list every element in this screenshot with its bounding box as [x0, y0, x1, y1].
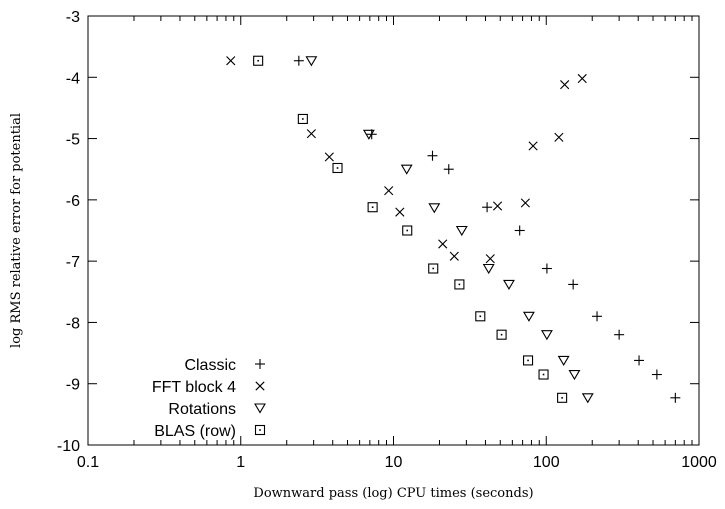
data-point-square [297, 113, 308, 125]
data-point-cross [492, 201, 503, 211]
data-point-square [522, 355, 534, 366]
data-point-cross [306, 129, 316, 139]
data-point-triangle [400, 164, 413, 175]
y-tick-label: -6 [66, 193, 80, 210]
data-point-plus [514, 225, 525, 236]
data-point-square [253, 55, 264, 66]
data-point-cross [449, 251, 459, 261]
data-point-plus [293, 55, 304, 66]
legend-marker-plus [255, 359, 265, 369]
data-point-square [367, 202, 378, 213]
data-point-plus [568, 279, 579, 290]
legend-label: Classic [184, 357, 236, 374]
data-point-triangle [557, 355, 570, 367]
legend-marker-square [254, 424, 266, 436]
data-point-triangle [540, 330, 553, 341]
data-point-cross [485, 254, 495, 264]
data-point-triangle [502, 279, 515, 291]
data-point-plus [427, 150, 438, 161]
x-tick-label: 0.1 [77, 454, 99, 471]
data-point-triangle [428, 203, 441, 214]
y-tick-label: -8 [66, 315, 80, 332]
data-point-square [475, 311, 486, 322]
legend-label: BLAS (row) [154, 423, 236, 440]
x-tick-label: 1 [236, 454, 245, 471]
data-point-plus [614, 329, 625, 340]
data-point-plus [541, 263, 552, 274]
y-axis-label: log RMS relative error for potential [9, 113, 24, 348]
data-point-cross [384, 186, 394, 196]
data-point-triangle [305, 56, 318, 67]
legend: Classic FFT block 4 Rotations BLAS (row) [152, 357, 266, 440]
x-tick-label: 1000 [681, 454, 717, 471]
legend-marker-triangle [254, 403, 266, 414]
legend-label: Rotations [168, 401, 236, 418]
data-point-cross [554, 132, 564, 142]
y-tick-label: -9 [66, 377, 80, 394]
data-point-square [496, 329, 507, 340]
data-point-triangle [522, 311, 535, 322]
data-point-plus [634, 355, 645, 366]
legend-label: FFT block 4 [152, 379, 236, 396]
legend-marker-cross [255, 381, 265, 391]
data-point-cross [560, 80, 570, 90]
data-point-cross [520, 198, 530, 208]
data-point-plus [592, 311, 603, 322]
data-point-cross [577, 73, 587, 84]
data-points [226, 55, 681, 404]
data-point-cross [438, 239, 448, 249]
y-tick-label: -7 [66, 254, 80, 271]
data-point-cross [324, 152, 334, 162]
data-point-triangle [455, 225, 468, 237]
data-point-plus [443, 164, 454, 175]
series-cross [226, 56, 587, 264]
data-point-plus [651, 369, 662, 380]
y-tick-label: -4 [66, 70, 80, 87]
y-tick-label: -3 [66, 9, 80, 26]
x-tick-label: 10 [385, 454, 403, 471]
data-point-square [454, 279, 465, 290]
data-point-square [538, 369, 549, 380]
data-point-square [428, 263, 439, 274]
data-point-cross [528, 141, 538, 151]
series-triangle [305, 56, 594, 404]
data-point-cross [226, 56, 236, 66]
data-point-cross [395, 207, 405, 217]
data-point-triangle [568, 369, 581, 381]
y-tick-label: -5 [66, 132, 80, 149]
data-point-triangle [362, 129, 375, 140]
x-axis-label: Downward pass (log) CPU times (seconds) [253, 486, 533, 501]
data-point-square [332, 162, 343, 174]
y-tick-label: -10 [57, 438, 80, 455]
data-point-plus [670, 392, 681, 403]
data-point-triangle [482, 263, 495, 275]
data-point-square [557, 392, 568, 403]
data-point-square [402, 225, 413, 236]
x-axis: 0.1 1 10 100 1000 [77, 16, 717, 471]
series-plus [293, 55, 681, 403]
x-tick-label: 100 [533, 454, 560, 471]
data-point-triangle [581, 393, 594, 404]
data-point-plus [482, 202, 493, 213]
y-axis: -3 -4 -5 -6 -7 -8 -9 -10 [57, 9, 699, 455]
series-square [253, 55, 568, 403]
